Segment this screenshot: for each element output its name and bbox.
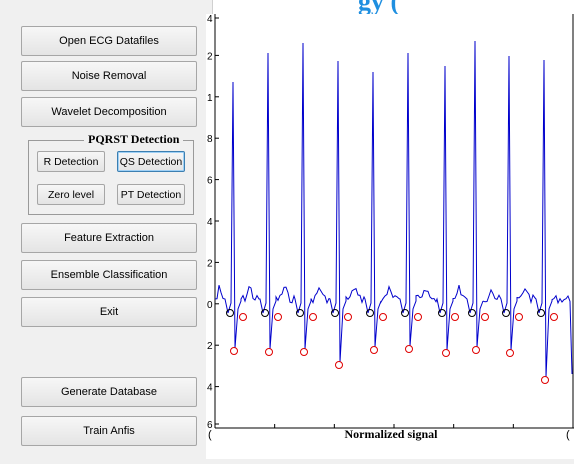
t-point-marker bbox=[515, 313, 523, 321]
train-anfis-button[interactable]: Train Anfis bbox=[21, 416, 197, 446]
t-point-marker bbox=[239, 313, 247, 321]
t-point-marker bbox=[550, 313, 558, 321]
s-point-marker bbox=[370, 346, 378, 354]
s-point-marker bbox=[300, 348, 308, 356]
y-tick-label: 6 bbox=[207, 420, 213, 431]
exit-button[interactable]: Exit bbox=[21, 297, 197, 327]
y-tick-label: 1 bbox=[207, 93, 213, 104]
y-tick-label: 4 bbox=[207, 14, 213, 25]
q-point-marker bbox=[401, 309, 409, 317]
ensemble-classification-button[interactable]: Ensemble Classification bbox=[21, 260, 197, 290]
s-point-marker bbox=[265, 348, 273, 356]
generate-database-button[interactable]: Generate Database bbox=[21, 377, 197, 407]
y-tick-label: 0 bbox=[207, 300, 213, 311]
feature-extraction-button[interactable]: Feature Extraction bbox=[21, 223, 197, 253]
s-point-marker bbox=[506, 349, 514, 357]
q-point-marker bbox=[226, 309, 234, 317]
cropped-top-banner: gy ( bbox=[200, 0, 574, 14]
open-ecg-button[interactable]: Open ECG Datafiles bbox=[21, 26, 197, 56]
control-panel: Open ECG Datafiles Noise Removal Wavelet… bbox=[0, 0, 213, 459]
q-point-marker bbox=[438, 309, 446, 317]
x-axis-title: Normalized signal bbox=[345, 427, 439, 441]
y-tick-label: 4 bbox=[207, 217, 213, 228]
y-tick-label: 8 bbox=[207, 134, 213, 145]
r-detection-button[interactable]: R Detection bbox=[37, 151, 105, 172]
t-point-marker bbox=[379, 313, 387, 321]
q-point-marker bbox=[331, 309, 339, 317]
s-point-marker bbox=[472, 346, 480, 354]
y-tick-label: 6 bbox=[207, 176, 213, 187]
q-point-marker bbox=[468, 309, 476, 317]
q-point-marker bbox=[537, 309, 545, 317]
t-point-marker bbox=[309, 313, 317, 321]
t-point-marker bbox=[344, 313, 352, 321]
ecg-plot-svg: 4 2 1 8 6 4 2 0 2 4 6 ( ( Normalized signal bbox=[207, 14, 574, 441]
wavelet-decomposition-button[interactable]: Wavelet Decomposition bbox=[21, 97, 197, 127]
y-tick-label: 2 bbox=[207, 51, 213, 62]
x-left-label: ( bbox=[208, 429, 212, 441]
ecg-signal-line bbox=[214, 40, 573, 378]
s-point-marker bbox=[230, 347, 238, 355]
t-point-marker bbox=[414, 313, 422, 321]
q-point-marker bbox=[296, 309, 304, 317]
pqrst-group: PQRST Detection R Detection QS Detection… bbox=[28, 132, 194, 215]
qs-detection-button[interactable]: QS Detection bbox=[117, 151, 185, 172]
t-point-marker bbox=[274, 313, 282, 321]
y-tick-label: 2 bbox=[207, 258, 213, 269]
q-point-marker bbox=[261, 309, 269, 317]
t-point-marker bbox=[481, 313, 489, 321]
pt-detection-button[interactable]: PT Detection bbox=[117, 184, 185, 205]
banner-fragment: gy ( bbox=[358, 0, 399, 14]
s-point-marker bbox=[405, 345, 413, 353]
q-point-marker bbox=[366, 309, 374, 317]
t-point-marker bbox=[451, 313, 459, 321]
q-point-marker bbox=[502, 309, 510, 317]
s-point-marker bbox=[442, 349, 450, 357]
x-right-label: ( bbox=[566, 429, 570, 441]
ecg-plot: 4 2 1 8 6 4 2 0 2 4 6 ( ( Normalized signal bbox=[206, 14, 574, 459]
s-point-marker bbox=[541, 376, 549, 384]
pqrst-group-title: PQRST Detection bbox=[84, 132, 184, 147]
s-point-marker bbox=[335, 361, 343, 369]
y-tick-label: 2 bbox=[207, 341, 213, 352]
y-tick-label: 4 bbox=[207, 383, 213, 394]
noise-removal-button[interactable]: Noise Removal bbox=[21, 61, 197, 91]
zero-level-button[interactable]: Zero level bbox=[37, 184, 105, 205]
